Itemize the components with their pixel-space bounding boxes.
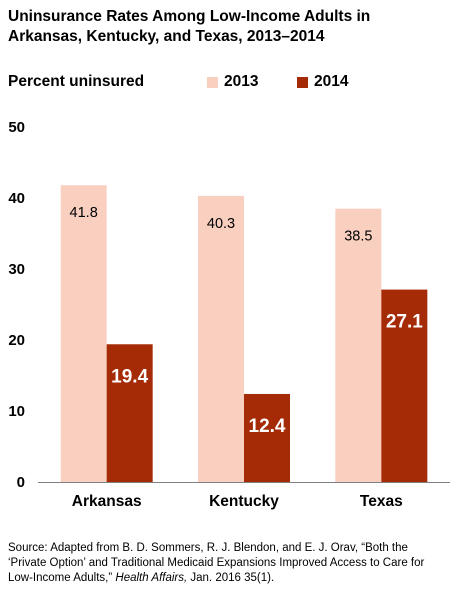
x-tick-label: Arkansas [72,493,142,510]
legend-swatch-2013 [207,76,218,88]
y-tick-label: 40 [8,190,25,207]
x-tick-label: Kentucky [209,493,279,510]
source-date: Jan. 2016 35(1). [190,572,275,584]
data-label-texas-2013: 38.5 [344,229,372,245]
y-tick-label: 50 [8,119,25,136]
x-tick-label: Texas [360,493,403,510]
bar-kentucky-2014 [244,393,290,482]
y-tick-label: 0 [17,474,25,491]
data-label-arkansas-2014: 19.4 [111,366,148,387]
data-label-texas-2014: 27.1 [386,312,423,333]
legend-label-2014: 2014 [314,73,349,90]
y-axis-label: Percent uninsured [8,73,145,90]
bar-texas-2014 [381,289,428,482]
chart-title: Uninsurance Rates Among Low-Income Adult… [8,8,371,45]
y-tick-label: 20 [8,332,25,349]
y-tick-label: 10 [8,403,25,420]
source-note: Source: Adapted from B. D. Sommers, R. J… [8,541,448,586]
y-tick-label: 30 [8,261,25,278]
data-label-kentucky-2014: 12.4 [249,416,286,437]
legend-item-2014: 2014 [297,73,348,91]
legend-label-2013: 2013 [224,73,259,90]
bar-arkansas-2013 [60,185,107,482]
legend-swatch-2014 [297,76,308,88]
data-label-arkansas-2013: 41.8 [70,205,98,221]
bar-texas-2013 [335,208,382,482]
data-label-kentucky-2013: 40.3 [207,216,235,232]
bar-kentucky-2013 [198,195,244,482]
source-journal: Health Affairs, [115,572,188,584]
source-text: Source: Adapted from B. D. Sommers, R. J… [8,542,425,584]
bar-arkansas-2014 [106,344,153,482]
legend-item-2013: 2013 [207,73,258,91]
